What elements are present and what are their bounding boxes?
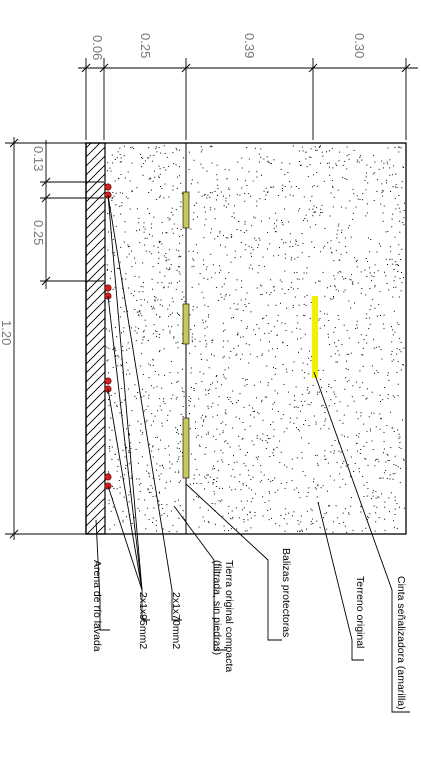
label-cable-70: 2x1x70mm2 xyxy=(170,592,182,649)
label-cable-95: 2x1x95mm2 xyxy=(137,592,149,649)
trench-outline xyxy=(85,142,407,535)
depth-dimension-chain xyxy=(78,58,418,140)
cable-95mm2 xyxy=(104,284,112,292)
cable-95mm2 xyxy=(104,377,112,385)
depth-dim-sand: 0.06 xyxy=(90,35,105,60)
label-warning-tape: Cinta señalizadora (amarilla) xyxy=(395,576,407,710)
top-gap-dim: 0.13 xyxy=(31,146,46,171)
label-compact-soil-line1: Tierra original compacta xyxy=(223,560,235,672)
protective-slabs xyxy=(182,191,190,479)
protective-slab xyxy=(182,303,190,345)
label-protective-slabs: Balizas protectoras xyxy=(280,548,292,637)
depth-dim-top-layer: 0.30 xyxy=(352,33,367,58)
depth-dim-compact-soil: 0.25 xyxy=(138,33,153,58)
spacing-dimension-chain xyxy=(5,137,104,540)
warning-tape xyxy=(312,296,318,378)
protective-slab xyxy=(182,191,190,229)
cables xyxy=(104,183,112,490)
protective-slab xyxy=(182,417,190,479)
label-original-ground: Terreno original xyxy=(354,576,366,648)
soil-texture xyxy=(106,145,405,533)
cable-70mm2 xyxy=(104,183,112,191)
total-width-dim: 1.20 xyxy=(0,320,14,345)
depth-dim-original-ground: 0.39 xyxy=(242,33,257,58)
washed-sand-layer xyxy=(85,142,106,535)
leader-lines xyxy=(95,194,410,713)
label-compact-soil-line2: (filtrada, sin piedras) xyxy=(211,560,223,655)
label-washed-sand: Arena de río lavada xyxy=(91,560,103,652)
cable-95mm2 xyxy=(104,473,112,481)
cable-spacing-dim: 0.25 xyxy=(31,220,46,245)
